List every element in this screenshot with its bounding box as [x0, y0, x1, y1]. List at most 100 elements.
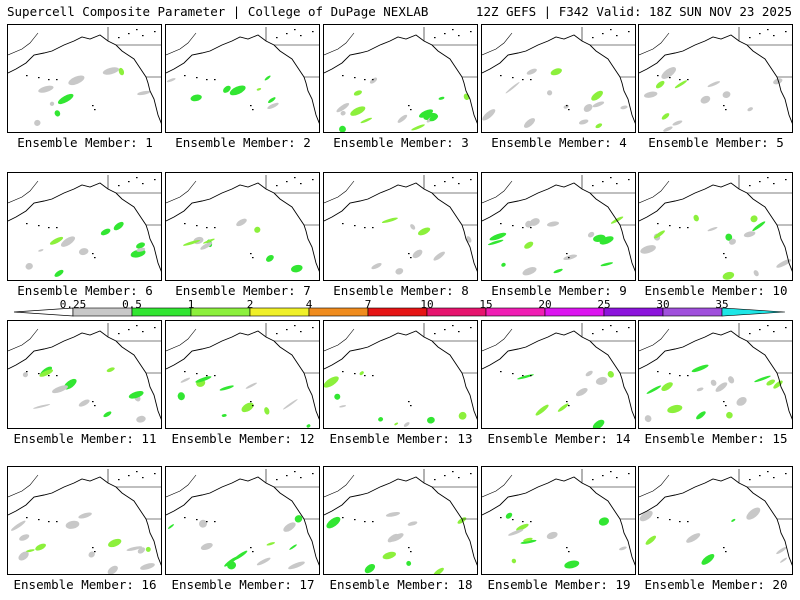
field-contour — [219, 385, 234, 391]
field-contour — [707, 81, 720, 88]
island — [773, 183, 775, 185]
island — [628, 473, 630, 475]
field-contour — [267, 102, 279, 110]
political-border — [8, 323, 161, 374]
ensemble-member-label: Ensemble Member: 9 — [491, 283, 627, 298]
island — [522, 521, 524, 523]
political-border — [639, 469, 792, 520]
field-contour — [661, 67, 677, 79]
island — [154, 327, 156, 329]
field-contour — [520, 539, 537, 544]
coastline — [482, 182, 635, 272]
field-contour — [563, 254, 578, 261]
island — [610, 471, 612, 473]
field-contour — [236, 218, 247, 227]
map-field-plot — [482, 323, 635, 428]
map-field-plot — [324, 175, 477, 275]
field-contour — [438, 96, 445, 100]
map-field-plot — [8, 323, 161, 423]
field-contour — [700, 95, 711, 104]
field-contour — [747, 107, 753, 112]
political-border — [482, 175, 635, 226]
field-contour — [433, 567, 444, 574]
island — [206, 79, 208, 81]
ensemble-member-label: Ensemble Member: 19 — [487, 577, 631, 592]
island — [354, 225, 356, 227]
island — [26, 223, 28, 225]
run-info: 12Z GEFS | F342 Valid: 18Z SUN NOV 23 20… — [475, 4, 792, 19]
island — [372, 521, 374, 523]
field-contour — [564, 560, 580, 569]
island — [566, 547, 568, 549]
colorbar-tick-label: 1 — [187, 298, 195, 311]
field-contour — [39, 369, 54, 377]
island — [300, 331, 302, 333]
map-field-plot — [166, 323, 319, 428]
field-contour — [283, 522, 296, 532]
field-contour — [776, 259, 792, 268]
field-contour — [394, 422, 399, 426]
island — [250, 105, 252, 107]
field-contour — [35, 543, 46, 551]
colorbar-tick-label: 0.25 — [59, 298, 87, 311]
island — [250, 401, 252, 403]
island — [452, 177, 454, 179]
island — [773, 477, 775, 479]
field-contour — [701, 553, 715, 565]
field-contour — [49, 236, 64, 245]
island — [767, 325, 769, 327]
island — [500, 517, 502, 519]
island — [48, 227, 50, 229]
island — [142, 477, 144, 479]
page-title: Supercell Composite Parameter | College … — [7, 4, 429, 19]
island — [300, 183, 302, 185]
political-border — [8, 469, 161, 520]
field-contour — [710, 379, 717, 386]
island — [94, 405, 96, 407]
island — [118, 479, 120, 481]
island — [592, 37, 594, 39]
island — [610, 29, 612, 31]
field-contour — [667, 404, 683, 414]
field-contour — [113, 221, 124, 231]
island — [276, 185, 278, 187]
field-contour — [199, 519, 207, 528]
island — [522, 79, 524, 81]
colorbar-segment — [662, 307, 723, 317]
field-contour — [190, 94, 202, 102]
field-contour — [289, 544, 297, 550]
field-contour — [644, 91, 658, 98]
field-contour — [126, 546, 143, 551]
island — [286, 475, 288, 477]
island — [206, 521, 208, 523]
field-contour — [599, 236, 614, 245]
island — [38, 225, 40, 227]
island — [92, 253, 94, 255]
field-contour — [535, 404, 549, 416]
island — [500, 371, 502, 373]
island — [184, 517, 186, 519]
island — [364, 375, 366, 377]
island — [568, 109, 570, 111]
island — [354, 77, 356, 79]
island — [364, 227, 366, 229]
map-field-plot — [482, 27, 635, 129]
field-contour — [639, 510, 653, 522]
ensemble-member-label: Ensemble Member: 16 — [13, 577, 157, 592]
island — [602, 475, 604, 477]
island — [312, 31, 314, 33]
island — [434, 333, 436, 335]
ensemble-member-label: Ensemble Member: 18 — [329, 577, 473, 592]
field-contour — [591, 90, 603, 101]
field-contour — [726, 411, 733, 419]
political-border — [166, 27, 319, 78]
island — [300, 35, 302, 37]
field-contour — [103, 411, 112, 418]
field-contour — [88, 551, 95, 558]
island — [354, 519, 356, 521]
field-contour — [600, 262, 614, 267]
coastline — [166, 34, 319, 124]
field-contour — [140, 563, 155, 570]
field-contour — [324, 376, 339, 388]
field-contour — [592, 101, 605, 108]
